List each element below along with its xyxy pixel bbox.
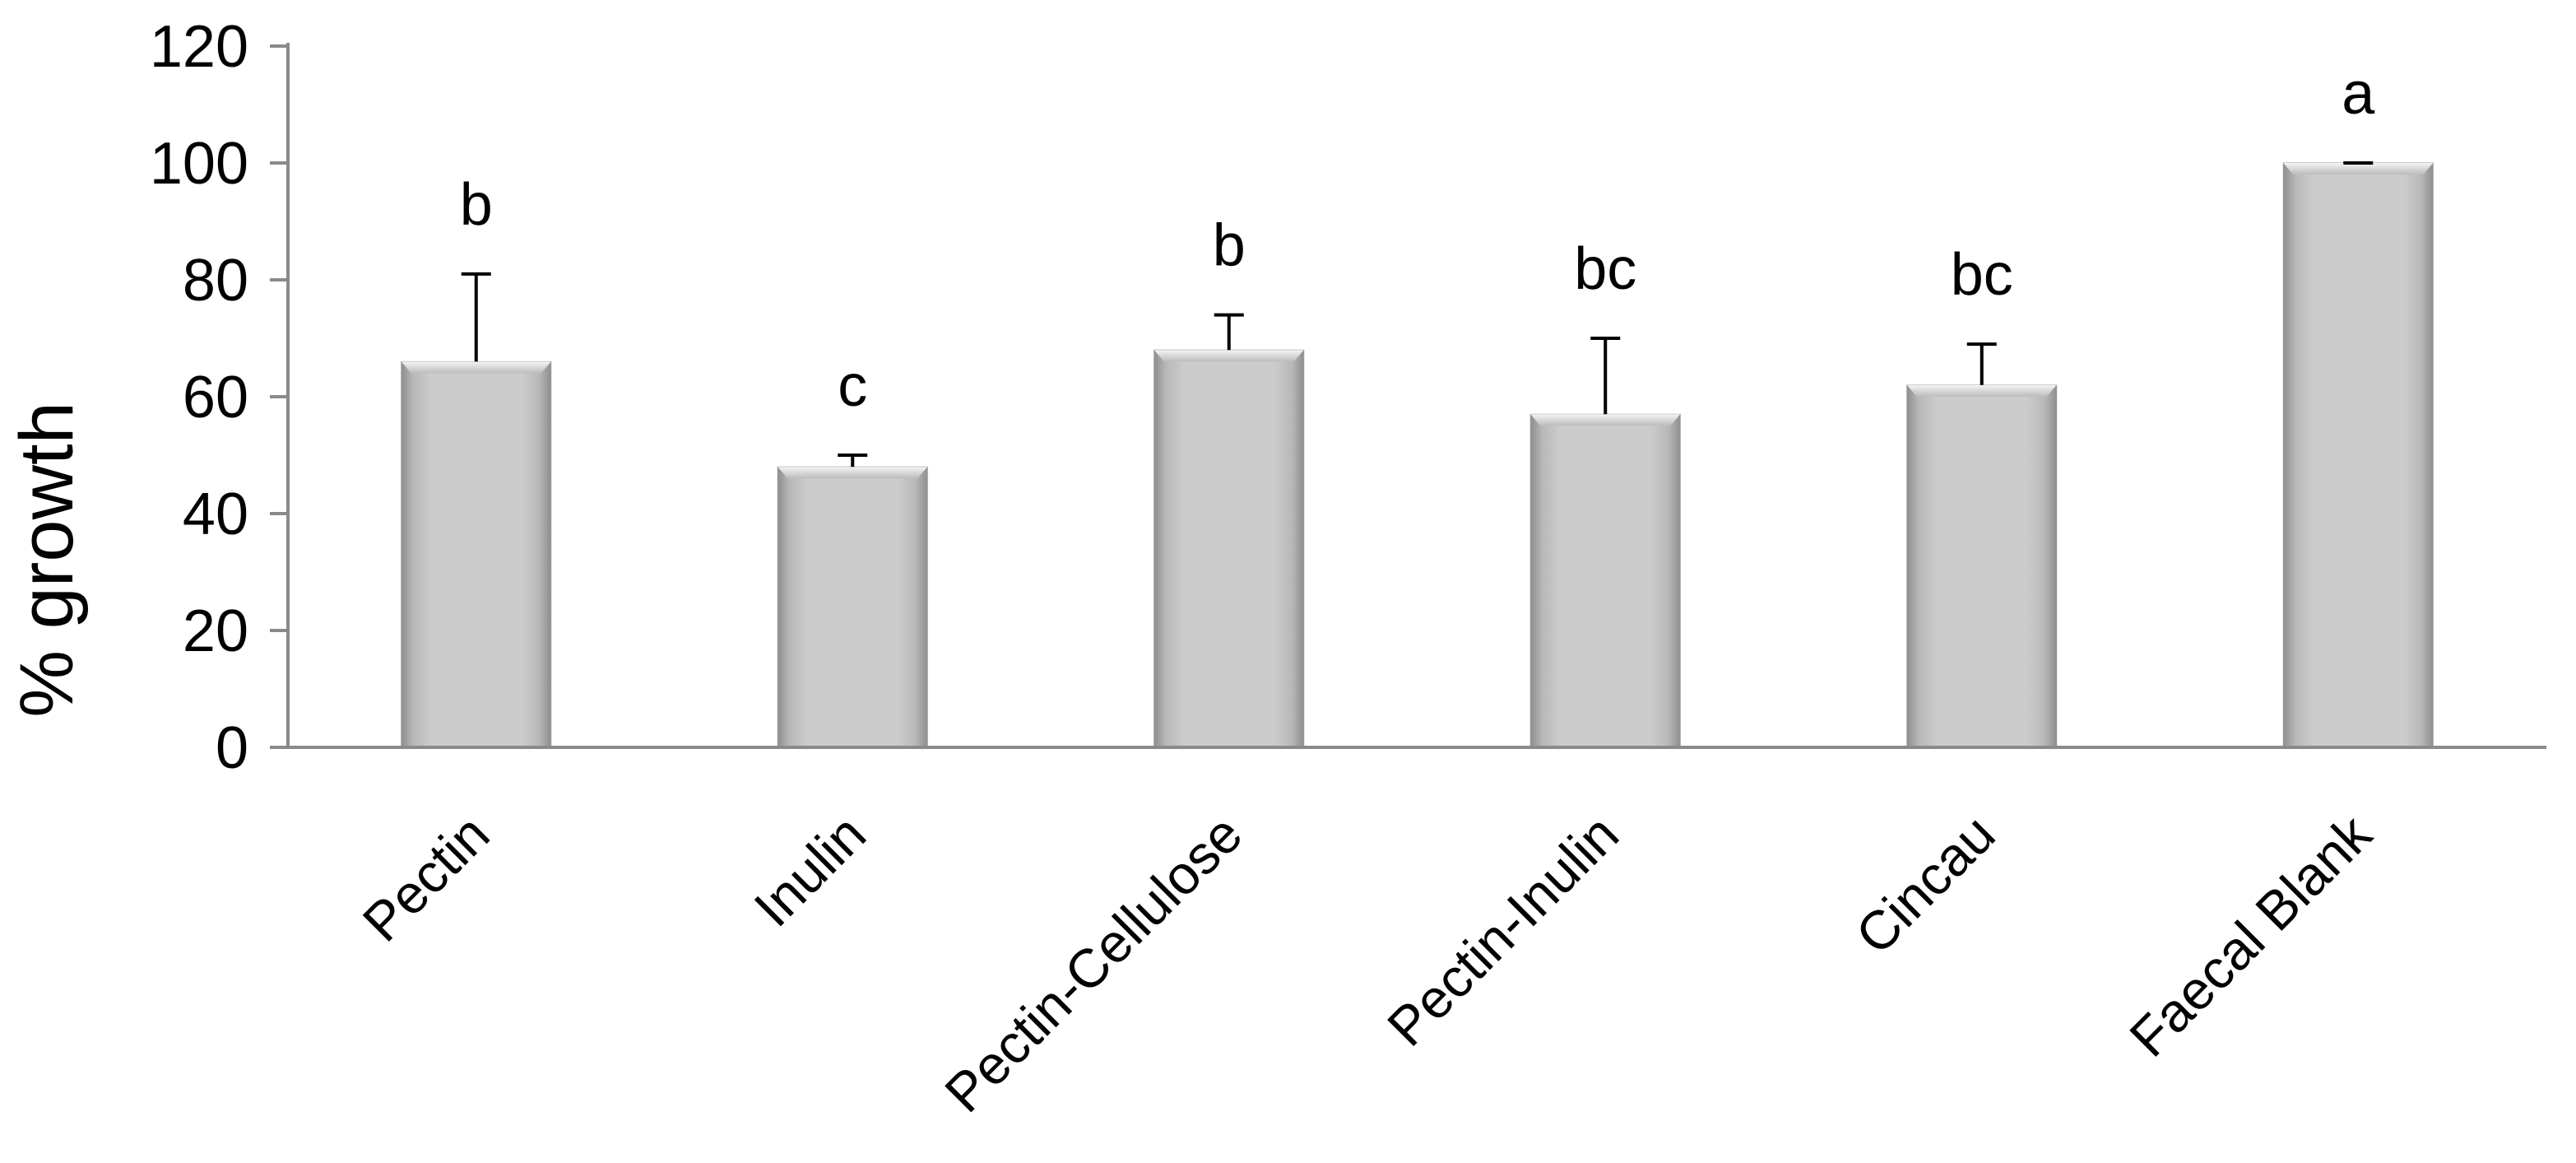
axes-layer bbox=[270, 43, 2546, 749]
bars-layer bbox=[401, 162, 2434, 748]
y-tick-label: 60 bbox=[183, 365, 248, 430]
y-tick-label: 0 bbox=[216, 715, 248, 781]
significance-label: c bbox=[838, 353, 867, 419]
x-tick-label: Cincau bbox=[1844, 803, 2007, 966]
y-tick-label: 120 bbox=[150, 14, 248, 80]
y-tick-label: 80 bbox=[183, 248, 248, 314]
x-tick-label: Faecal Blank bbox=[2118, 802, 2383, 1068]
bar-cap bbox=[1530, 414, 1681, 426]
bar-cap bbox=[2283, 163, 2434, 174]
bar-cap bbox=[777, 467, 928, 479]
x-tick-label: Pectin bbox=[351, 803, 501, 953]
x-tick-label: Pectin-Inulin bbox=[1376, 803, 1630, 1058]
x-tick-label: Inulin bbox=[742, 803, 877, 938]
error-bars-layer bbox=[461, 161, 2374, 468]
y-tick-label: 20 bbox=[183, 598, 248, 664]
significance-label: bc bbox=[1574, 236, 1636, 302]
bar bbox=[2282, 162, 2434, 748]
bar bbox=[1153, 349, 1305, 748]
significance-label: b bbox=[1213, 213, 1246, 279]
bar bbox=[1529, 413, 1681, 748]
bar bbox=[401, 361, 552, 748]
bar-cap bbox=[401, 361, 551, 374]
y-axis-label: % growth bbox=[5, 402, 89, 718]
x-tick-label: Pectin-Cellulose bbox=[933, 803, 1254, 1124]
significance-label: bc bbox=[1951, 242, 2013, 308]
bar-cap bbox=[1906, 384, 2057, 397]
bar bbox=[1906, 384, 2058, 748]
bar-cap bbox=[1153, 350, 1304, 362]
significance-label: a bbox=[2342, 61, 2375, 127]
significance-label: b bbox=[460, 172, 493, 238]
bar bbox=[777, 466, 928, 748]
y-tick-label: 100 bbox=[150, 131, 248, 197]
y-tick-label: 40 bbox=[183, 481, 248, 547]
